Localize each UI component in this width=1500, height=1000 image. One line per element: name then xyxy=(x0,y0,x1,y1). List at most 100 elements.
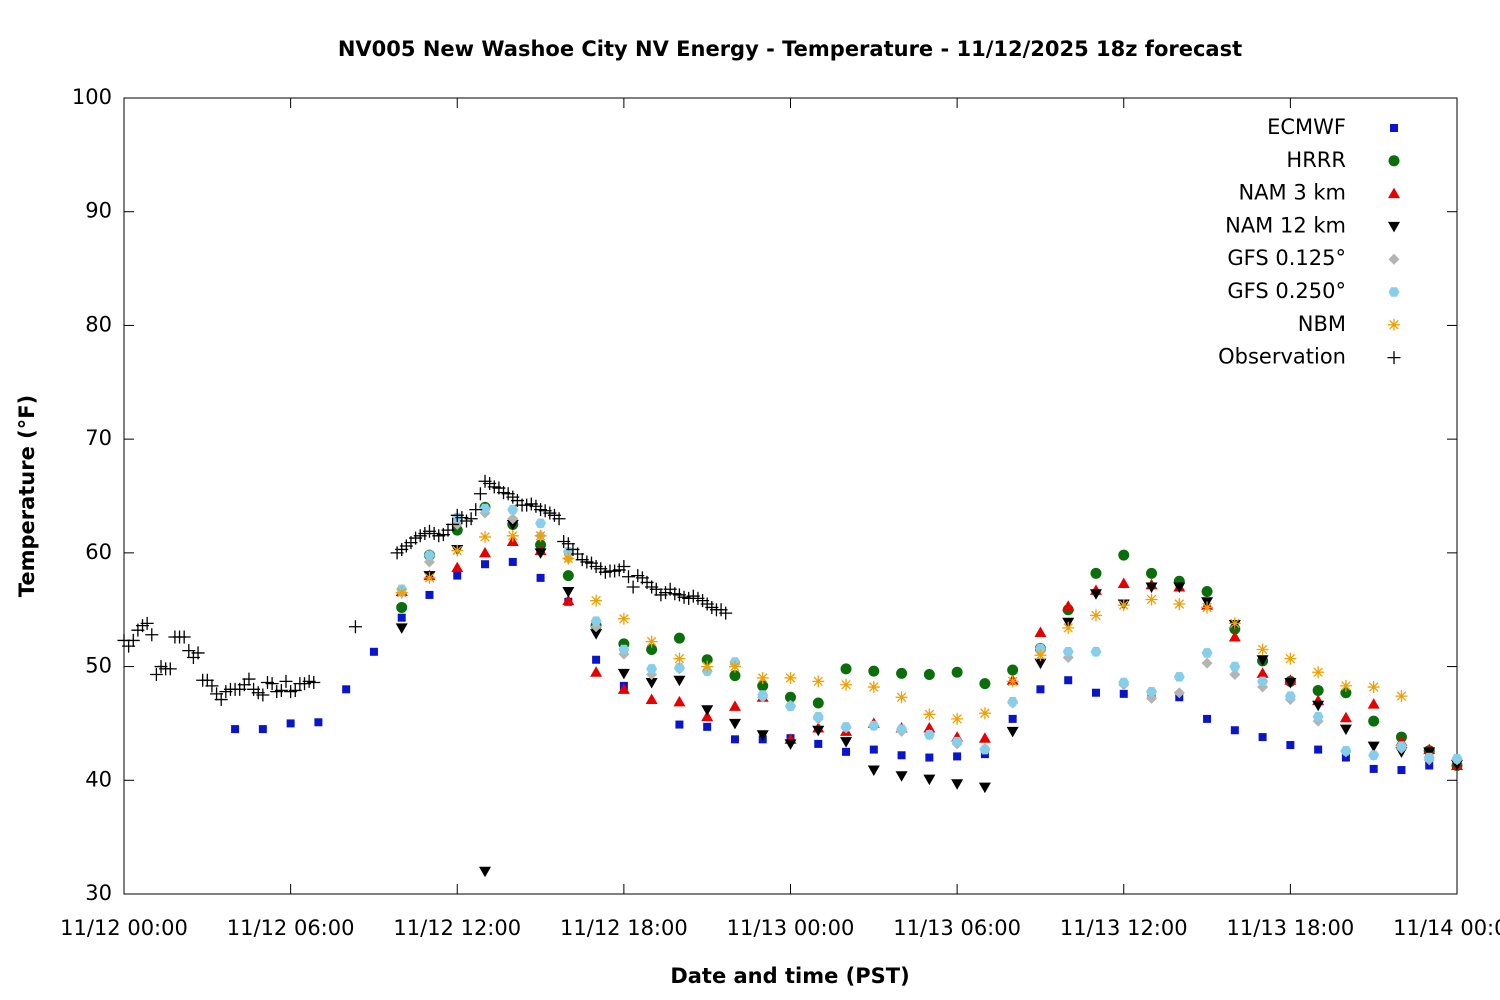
data-point xyxy=(1368,715,1380,727)
data-point xyxy=(506,529,519,542)
data-point xyxy=(1284,677,1297,689)
legend-marker xyxy=(1387,351,1401,365)
data-point xyxy=(757,690,769,700)
data-point xyxy=(978,732,991,743)
data-point xyxy=(840,663,852,675)
data-point xyxy=(897,751,906,760)
data-point xyxy=(951,712,964,725)
data-point xyxy=(895,771,908,782)
data-point xyxy=(1007,697,1019,707)
legend-marker xyxy=(1388,253,1400,265)
data-point xyxy=(446,517,460,531)
y-tick-label: 100 xyxy=(72,85,112,109)
data-point xyxy=(1034,649,1047,662)
data-point xyxy=(1286,741,1295,750)
data-point xyxy=(451,524,463,536)
legend-label: Observation xyxy=(1218,345,1346,369)
data-point xyxy=(1312,666,1325,679)
data-point xyxy=(126,633,140,647)
data-point xyxy=(140,616,154,630)
data-point xyxy=(1284,691,1296,701)
data-point xyxy=(784,671,797,684)
data-point xyxy=(1090,647,1102,657)
data-point xyxy=(867,681,880,694)
data-point xyxy=(728,660,741,673)
data-point xyxy=(868,665,880,677)
data-point xyxy=(348,620,362,634)
data-point xyxy=(145,628,159,642)
data-point xyxy=(1368,750,1380,761)
data-point xyxy=(590,594,603,607)
legend-marker xyxy=(1388,155,1400,167)
data-point xyxy=(590,629,603,640)
data-point xyxy=(728,700,741,711)
legend-label: HRRR xyxy=(1286,148,1346,172)
y-tick-label: 90 xyxy=(85,199,112,223)
data-point xyxy=(1229,661,1241,672)
y-tick-label: 40 xyxy=(85,767,112,791)
data-point xyxy=(1062,647,1074,657)
data-point xyxy=(1118,549,1130,561)
data-point xyxy=(1340,687,1352,699)
data-point xyxy=(479,546,492,558)
data-point xyxy=(279,674,293,688)
data-point xyxy=(812,675,825,688)
x-tick-label: 11/12 12:00 xyxy=(393,916,521,940)
data-point xyxy=(1397,766,1406,775)
data-point xyxy=(1228,617,1241,630)
legend-marker xyxy=(1388,318,1400,331)
data-point xyxy=(1064,676,1073,685)
data-point xyxy=(617,612,630,625)
data-point xyxy=(149,668,163,682)
legend-label: GFS 0.250° xyxy=(1227,279,1346,303)
data-point xyxy=(895,691,908,704)
data-point xyxy=(395,623,408,634)
data-point xyxy=(867,765,880,777)
legend-label: NAM 12 km xyxy=(1225,213,1346,237)
data-point xyxy=(163,662,177,676)
legend-label: ECMWF xyxy=(1267,115,1346,139)
data-point xyxy=(951,736,963,747)
data-point xyxy=(1425,761,1434,770)
x-tick-label: 11/13 12:00 xyxy=(1060,916,1188,940)
data-point xyxy=(923,669,935,681)
data-point xyxy=(242,672,256,686)
data-point xyxy=(701,660,714,673)
data-point xyxy=(953,752,962,761)
data-point xyxy=(1339,724,1352,736)
data-point xyxy=(1008,714,1017,723)
x-tick-label: 11/12 00:00 xyxy=(60,916,188,940)
data-point xyxy=(1091,688,1100,697)
data-point xyxy=(1340,745,1352,756)
x-tick-label: 11/12 18:00 xyxy=(560,916,688,940)
data-point xyxy=(756,671,769,684)
data-point xyxy=(590,666,603,677)
data-point xyxy=(1312,711,1324,722)
data-point xyxy=(840,722,852,732)
data-point xyxy=(534,529,547,542)
data-point xyxy=(1145,593,1158,606)
data-point xyxy=(812,725,825,737)
data-point xyxy=(231,725,240,734)
data-point xyxy=(535,518,547,529)
data-point xyxy=(617,668,630,680)
data-point xyxy=(1367,741,1380,753)
data-point xyxy=(191,646,205,660)
data-point xyxy=(1006,675,1019,688)
data-point xyxy=(701,654,713,666)
data-point xyxy=(1173,687,1185,699)
data-point xyxy=(1034,626,1047,637)
data-point xyxy=(1034,643,1046,654)
data-point xyxy=(1314,745,1323,754)
data-point xyxy=(552,512,566,526)
y-tick-label: 80 xyxy=(85,312,112,336)
data-point xyxy=(1395,741,1407,751)
data-point xyxy=(396,601,408,613)
data-point xyxy=(453,571,462,580)
data-point xyxy=(923,708,936,721)
data-point xyxy=(622,570,636,584)
data-point xyxy=(1284,652,1297,665)
data-point xyxy=(719,606,733,620)
data-point xyxy=(508,557,517,566)
